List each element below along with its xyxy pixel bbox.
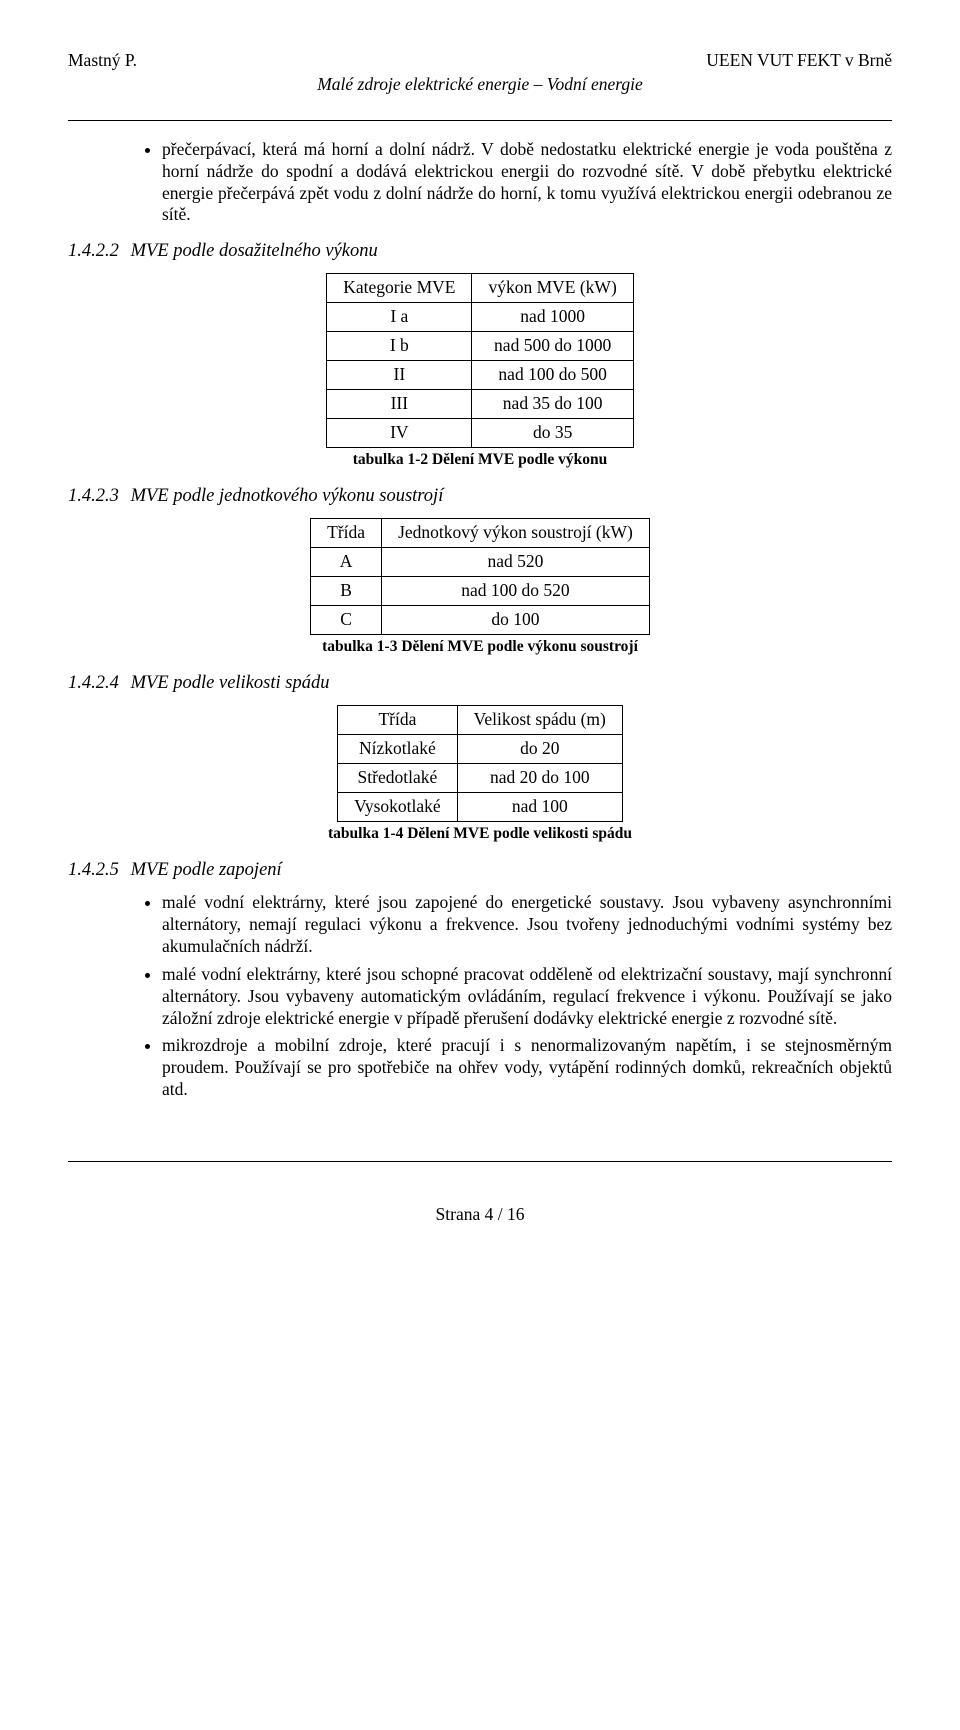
header-right: UEEN VUT FEKT v Brně xyxy=(706,50,892,72)
th: výkon MVE (kW) xyxy=(472,274,633,303)
table-soustroji: TřídaJednotkový výkon soustrojí (kW) Ana… xyxy=(310,518,650,635)
table-row: Bnad 100 do 520 xyxy=(311,576,650,605)
table-caption: tabulka 1-2 Dělení MVE podle výkonu xyxy=(68,450,892,469)
table-row: TřídaJednotkový výkon soustrojí (kW) xyxy=(311,519,650,548)
header-left: Mastný P. xyxy=(68,50,137,72)
th: Třída xyxy=(338,706,458,735)
page-footer: Strana 4 / 16 xyxy=(68,1204,892,1226)
list-item: malé vodní elektrárny, které jsou schopn… xyxy=(162,964,892,1030)
table-row: Vysokotlakénad 100 xyxy=(338,792,623,821)
td: nad 1000 xyxy=(472,303,633,332)
section-heading: 1.4.2.3 MVE podle jednotkového výkonu so… xyxy=(68,485,892,508)
th: Třída xyxy=(311,519,382,548)
td: A xyxy=(311,548,382,577)
section-title: MVE podle velikosti spádu xyxy=(131,673,330,693)
table-row: IIInad 35 do 100 xyxy=(327,389,634,418)
table-row: Středotlakénad 20 do 100 xyxy=(338,763,623,792)
td: Vysokotlaké xyxy=(338,792,458,821)
td: nad 520 xyxy=(382,548,650,577)
section-heading: 1.4.2.4 MVE podle velikosti spádu xyxy=(68,672,892,695)
td: Středotlaké xyxy=(338,763,458,792)
table-row: IInad 100 do 500 xyxy=(327,361,634,390)
section-title: MVE podle jednotkového výkonu soustrojí xyxy=(131,486,444,506)
td: IV xyxy=(327,418,472,447)
section-heading: 1.4.2.5 MVE podle zapojení xyxy=(68,859,892,882)
page-header: Mastný P. UEEN VUT FEKT v Brně xyxy=(68,50,892,72)
table-caption: tabulka 1-3 Dělení MVE podle výkonu sous… xyxy=(68,637,892,656)
td: II xyxy=(327,361,472,390)
table-row: Nízkotlakédo 20 xyxy=(338,735,623,764)
table-row: I anad 1000 xyxy=(327,303,634,332)
td: III xyxy=(327,389,472,418)
section-number: 1.4.2.2 xyxy=(68,240,126,263)
td: nad 500 do 1000 xyxy=(472,332,633,361)
td: C xyxy=(311,605,382,634)
td: I a xyxy=(327,303,472,332)
section-number: 1.4.2.4 xyxy=(68,672,126,695)
table-row: Cdo 100 xyxy=(311,605,650,634)
td: do 100 xyxy=(382,605,650,634)
table-row: Anad 520 xyxy=(311,548,650,577)
td: nad 100 do 500 xyxy=(472,361,633,390)
section-heading: 1.4.2.2 MVE podle dosažitelného výkonu xyxy=(68,240,892,263)
section-title: MVE podle zapojení xyxy=(131,860,282,880)
list-item: malé vodní elektrárny, které jsou zapoje… xyxy=(162,892,892,958)
table-row: I bnad 500 do 1000 xyxy=(327,332,634,361)
th: Kategorie MVE xyxy=(327,274,472,303)
intro-bullet-list: přečerpávací, která má horní a dolní nád… xyxy=(136,139,892,227)
td: do 20 xyxy=(457,735,622,764)
section-number: 1.4.2.3 xyxy=(68,485,126,508)
intro-bullet: přečerpávací, která má horní a dolní nád… xyxy=(162,139,892,227)
section-title: MVE podle dosažitelného výkonu xyxy=(131,241,378,261)
footer-rule xyxy=(68,1161,892,1162)
td: nad 100 xyxy=(457,792,622,821)
td: do 35 xyxy=(472,418,633,447)
table-row: IVdo 35 xyxy=(327,418,634,447)
td: nad 35 do 100 xyxy=(472,389,633,418)
table-vykon: Kategorie MVEvýkon MVE (kW) I anad 1000 … xyxy=(326,273,634,447)
zapojeni-bullet-list: malé vodní elektrárny, které jsou zapoje… xyxy=(136,892,892,1101)
section-number: 1.4.2.5 xyxy=(68,859,126,882)
td: nad 100 do 520 xyxy=(382,576,650,605)
header-rule xyxy=(68,120,892,121)
td: Nízkotlaké xyxy=(338,735,458,764)
header-subtitle: Malé zdroje elektrické energie – Vodní e… xyxy=(68,74,892,96)
table-row: TřídaVelikost spádu (m) xyxy=(338,706,623,735)
td: nad 20 do 100 xyxy=(457,763,622,792)
table-caption: tabulka 1-4 Dělení MVE podle velikosti s… xyxy=(68,824,892,843)
th: Velikost spádu (m) xyxy=(457,706,622,735)
td: B xyxy=(311,576,382,605)
td: I b xyxy=(327,332,472,361)
table-row: Kategorie MVEvýkon MVE (kW) xyxy=(327,274,634,303)
list-item: mikrozdroje a mobilní zdroje, které prac… xyxy=(162,1035,892,1101)
th: Jednotkový výkon soustrojí (kW) xyxy=(382,519,650,548)
table-spad: TřídaVelikost spádu (m) Nízkotlakédo 20 … xyxy=(337,705,623,822)
